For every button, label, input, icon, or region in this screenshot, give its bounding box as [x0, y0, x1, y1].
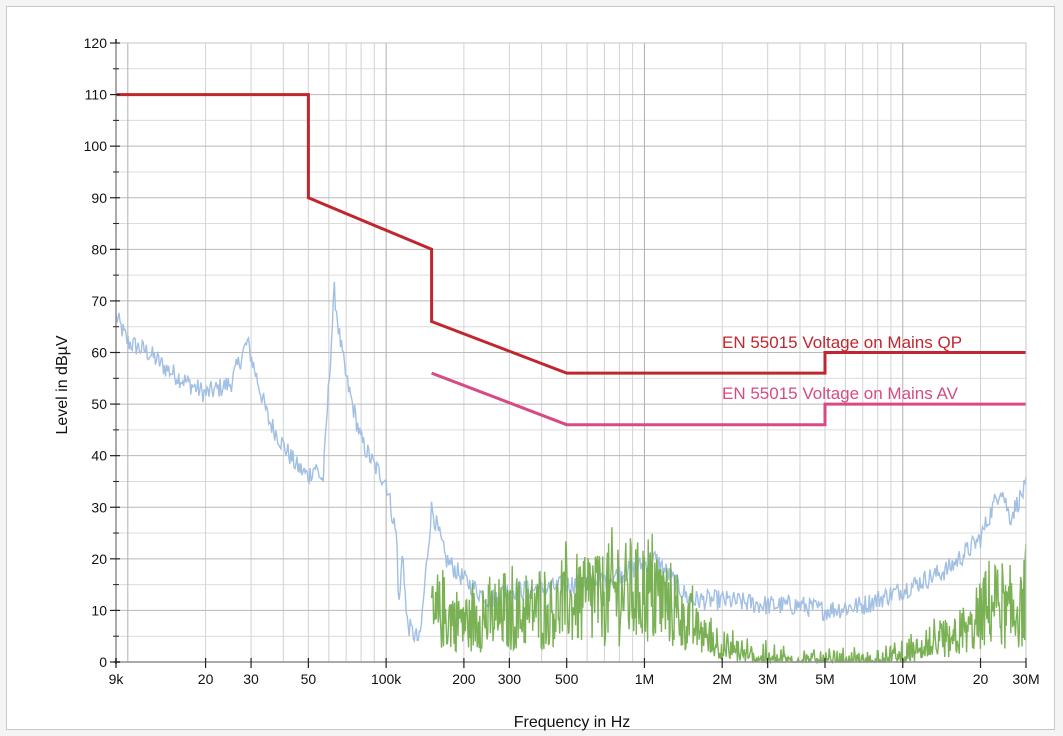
x-tick-label: 30M: [1012, 671, 1039, 687]
y-tick-label: 20: [91, 551, 107, 567]
y-tick-label: 120: [84, 35, 108, 51]
x-tick-label: 3M: [758, 671, 777, 687]
x-axis-label: Frequency in Hz: [514, 714, 631, 731]
y-tick-label: 70: [91, 293, 107, 309]
x-tick-label: 9k: [109, 671, 125, 687]
x-tick-label: 20: [198, 671, 214, 687]
x-tick-label: 2M: [712, 671, 731, 687]
y-tick-label: 80: [91, 241, 107, 257]
y-tick-label: 90: [91, 190, 107, 206]
y-tick-label: 50: [91, 396, 107, 412]
limit-line-0: [116, 93, 1026, 375]
series-layer: [115, 93, 1027, 665]
x-tick-label: 5M: [815, 671, 834, 687]
y-tick-label: 60: [91, 345, 107, 361]
y-tick-label: 30: [91, 499, 107, 515]
y-tick-label: 100: [84, 138, 108, 154]
y-axis-label: Level in dBµV: [54, 335, 71, 434]
legend-qp-label: EN 55015 Voltage on Mains QP: [722, 333, 962, 352]
x-tick-label: 30: [243, 671, 259, 687]
y-tick-label: 0: [99, 654, 107, 670]
measurement-trace-3: [430, 527, 1027, 665]
axes-layer: [110, 39, 1027, 668]
x-tick-label: 300: [498, 671, 522, 687]
x-tick-label: 20: [973, 671, 989, 687]
y-tick-label: 40: [91, 448, 107, 464]
tick-labels: 0 10 20 30 40 50 60 70 80 90 100 110 120 9k 20 30 50 100k…: [84, 35, 1040, 687]
limit-line-1: [431, 371, 1026, 427]
x-tick-label: 1M: [635, 671, 654, 687]
x-tick-label: 100k: [371, 671, 402, 687]
y-tick-label: 10: [91, 602, 107, 618]
x-tick-label: 500: [555, 671, 579, 687]
x-tick-label: 50: [301, 671, 317, 687]
y-tick-label: 110: [85, 87, 108, 103]
x-tick-label: 10M: [889, 671, 916, 687]
legend-av-label: EN 55015 Voltage on Mains AV: [722, 384, 959, 403]
x-tick-label: 200: [452, 671, 476, 687]
